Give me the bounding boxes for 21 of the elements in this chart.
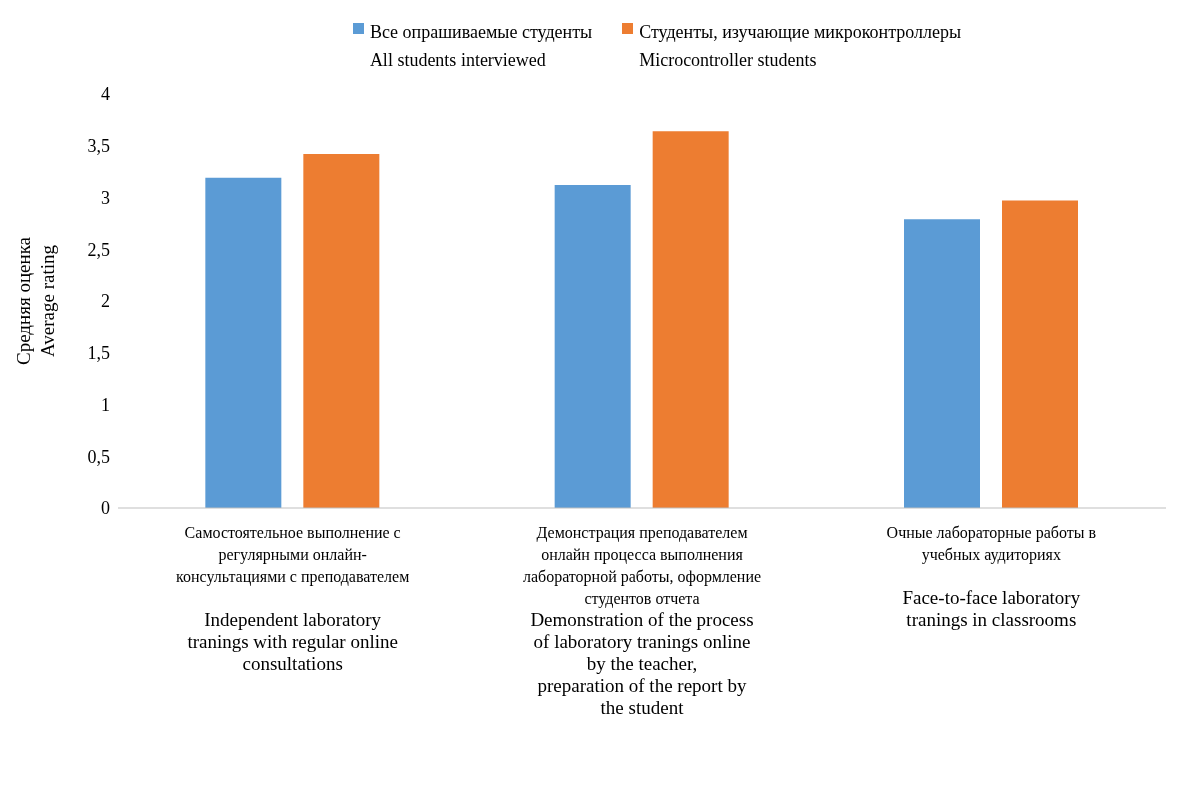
y-tick-label: 2: [101, 291, 110, 312]
bar: [652, 131, 729, 508]
y-tick-label: 0,5: [87, 446, 110, 467]
category-label: Демонстрация преподавателем онлайн процесса выполнения лабораторной работы, оформление студентов отчета Demonstration of the process of laboratory tranings online by the teacher, preparation of the report by the student: [522, 524, 762, 718]
y-tick-label: 0: [101, 498, 110, 519]
y-tick-label: 1,5: [87, 343, 110, 364]
category-label: Самостоятельное выполнение с регулярными онлайн- консультациями с преподавателем Independent laboratory tranings with regular online consultations: [176, 524, 410, 674]
legend-label: Студенты, изучающие микроконтроллеры Microcontroller students: [639, 21, 962, 72]
y-tick-label: 3,5: [87, 136, 110, 157]
bar: [554, 185, 631, 508]
legend-label: Все опрашиваемые студенты All students interviewed: [369, 21, 593, 72]
y-tick-label: 1: [101, 394, 110, 415]
bar: [904, 219, 980, 508]
bar: [205, 177, 282, 508]
bar: [303, 154, 380, 508]
y-tick-label: 4: [101, 84, 110, 105]
y-tick-label: 3: [101, 187, 110, 208]
y-axis-title: Средняя оценка Average rating: [13, 236, 58, 366]
y-tick-label: 2,5: [87, 239, 110, 260]
bar: [1002, 200, 1078, 508]
category-label: Очные лабораторные работы в учебных аудиториях Face-to-face laboratory tranings in classrooms: [886, 524, 1097, 630]
